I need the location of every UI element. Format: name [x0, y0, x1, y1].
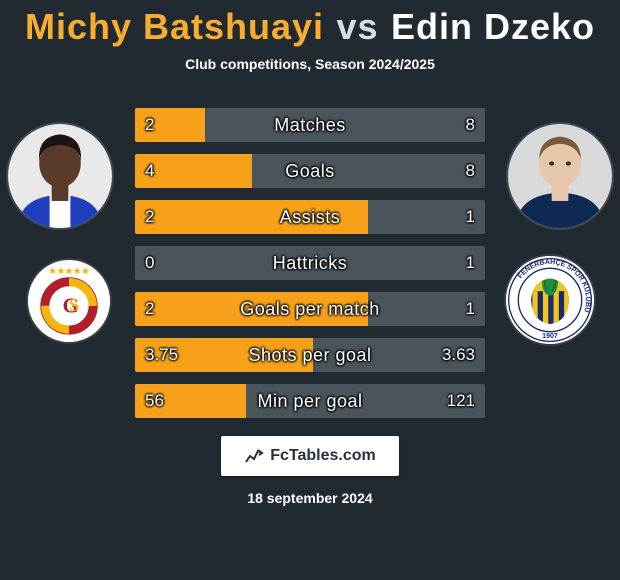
- stat-value-right: 1: [466, 292, 475, 326]
- stat-value-left: 0: [145, 246, 154, 280]
- branding-box: FcTables.com: [221, 436, 399, 476]
- svg-text:G: G: [62, 293, 79, 317]
- stat-value-right: 1: [466, 200, 475, 234]
- stat-row: 21Assists: [135, 200, 485, 234]
- stat-row: 56121Min per goal: [135, 384, 485, 418]
- vs-text: vs: [337, 6, 379, 47]
- player1-headshot: [8, 124, 112, 228]
- stat-value-left: 56: [145, 384, 164, 418]
- page-title: Michy Batshuayi vs Edin Dzeko: [0, 0, 620, 48]
- stat-value-right: 8: [466, 154, 475, 188]
- svg-text:1907: 1907: [542, 333, 558, 340]
- stat-bar-right: [205, 108, 485, 142]
- stat-bar-right: [135, 246, 485, 280]
- stat-value-left: 2: [145, 108, 154, 142]
- stat-bar-left: [135, 200, 368, 234]
- stat-row: 21Goals per match: [135, 292, 485, 326]
- stat-value-right: 8: [466, 108, 475, 142]
- date-text: 18 september 2024: [0, 490, 620, 506]
- player2-title: Edin Dzeko: [391, 6, 595, 47]
- stat-row: 01Hattricks: [135, 246, 485, 280]
- player2-headshot: [508, 124, 612, 228]
- stat-bar-left: [135, 292, 368, 326]
- stat-bar-right: [252, 154, 485, 188]
- player1-title: Michy Batshuayi: [25, 6, 324, 47]
- stat-value-right: 121: [447, 384, 475, 418]
- svg-text:S: S: [69, 295, 79, 315]
- stat-value-left: 3.75: [145, 338, 178, 372]
- stats-bar-area: 28Matches48Goals21Assists01Hattricks21Go…: [135, 108, 485, 418]
- stat-value-right: 3.63: [442, 338, 475, 372]
- stat-value-left: 2: [145, 292, 154, 326]
- subtitle: Club competitions, Season 2024/2025: [0, 56, 620, 72]
- branding-text: FcTables.com: [270, 447, 376, 465]
- svg-text:FENERBAHÇE SPOR KULÜBÜ: FENERBAHÇE SPOR KULÜBÜ: [517, 259, 593, 314]
- stat-row: 48Goals: [135, 154, 485, 188]
- stat-value-left: 2: [145, 200, 154, 234]
- fctables-arrow-icon: [244, 446, 264, 466]
- stat-value-right: 1: [466, 246, 475, 280]
- stat-value-left: 4: [145, 154, 154, 188]
- club-logo-right: FENERBAHÇE SPOR KULÜBÜ 1907: [506, 256, 594, 344]
- stat-row: 3.753.63Shots per goal: [135, 338, 485, 372]
- stat-row: 28Matches: [135, 108, 485, 142]
- club-logo-left: G S: [28, 260, 110, 342]
